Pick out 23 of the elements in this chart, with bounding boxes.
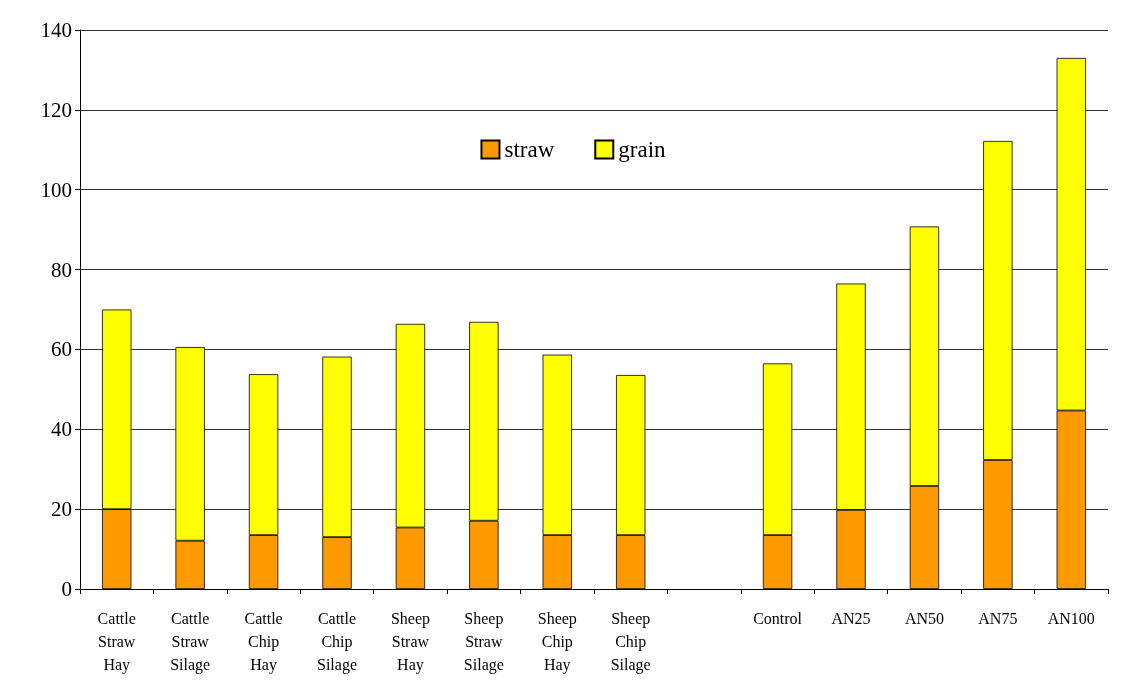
x-tick-label: Sheep Chip Silage [610, 610, 651, 674]
x-tick-label: AN75 [978, 610, 1018, 627]
x-tick-label: Cattle Straw Hay [97, 610, 136, 674]
x-tick-label: Control [753, 610, 803, 627]
y-tick-label: 100 [40, 177, 72, 202]
y-tick-label: 20 [51, 497, 72, 522]
y-tick-label: 0 [61, 577, 72, 601]
x-tick-label: Sheep Chip Hay [537, 610, 577, 674]
legend-label: grain [618, 137, 667, 162]
x-tick-label: AN100 [1047, 610, 1095, 627]
x-tick-label: Cattle Chip Silage [317, 610, 357, 674]
x-tick-label: Sheep Straw Hay [390, 610, 430, 674]
y-tick-label: 60 [51, 337, 72, 362]
x-tick-label: AN25 [831, 610, 871, 627]
x-tick-label: Cattle Chip Hay [244, 610, 283, 674]
y-tick-label: 80 [51, 257, 72, 282]
y-tick-label: 40 [51, 417, 72, 442]
y-tick-label: 140 [40, 18, 72, 42]
legend-label: straw [504, 137, 555, 162]
x-tick-label: AN50 [904, 610, 944, 627]
y-tick-label: 120 [40, 97, 72, 122]
x-tick-label: Cattle Straw Silage [170, 610, 211, 674]
x-tick-label: Sheep Straw Silage [463, 610, 504, 674]
